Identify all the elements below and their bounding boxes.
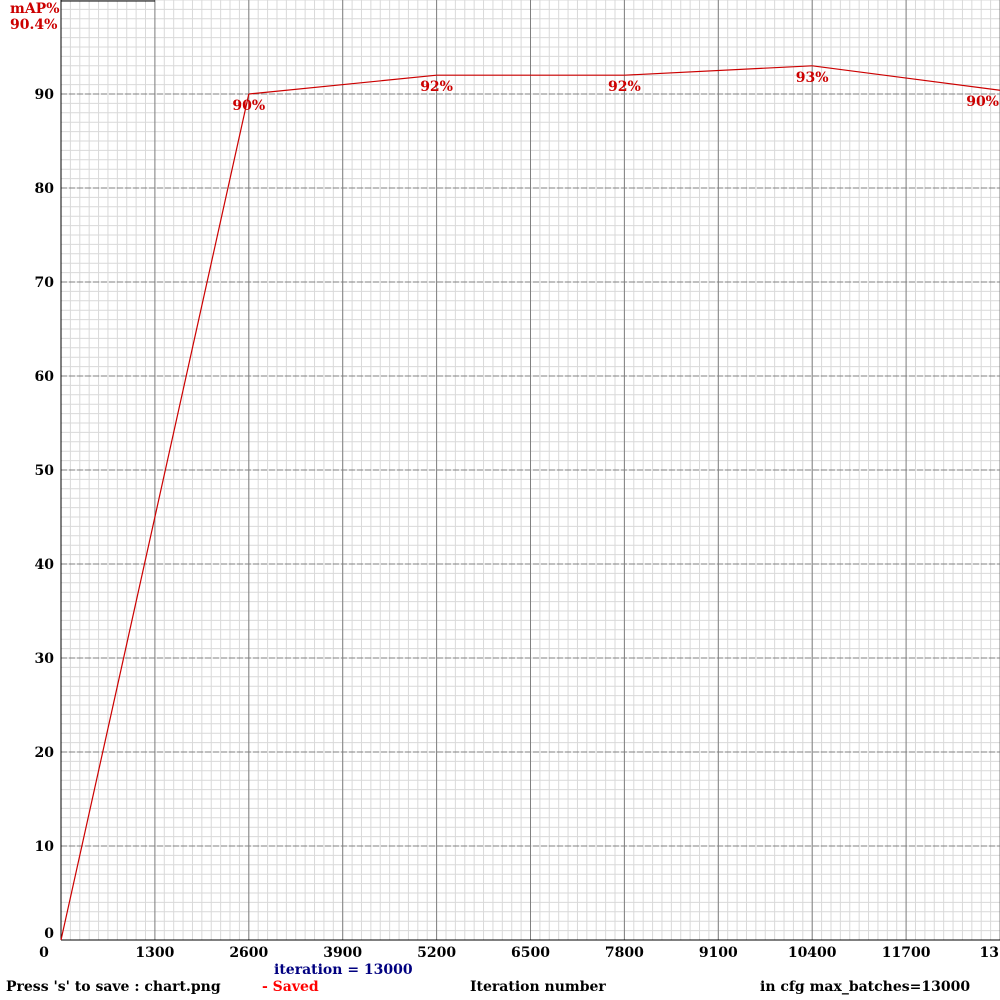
y-tick-label: 10 <box>35 839 55 855</box>
iteration-readout: iteration = 13000 <box>274 962 413 978</box>
x-tick-label: 3900 <box>323 945 362 961</box>
y-tick-labels: 0 10 20 30 40 50 60 70 80 90 <box>35 87 55 942</box>
axes <box>60 0 1000 941</box>
data-labels: 90% 92% 92% 93% 90% <box>232 70 999 114</box>
series-segment <box>248 74 437 95</box>
save-hint: Press 's' to save : chart.png <box>6 979 221 995</box>
y-tick-label: 50 <box>35 463 55 479</box>
y-tick-label: 80 <box>35 181 55 197</box>
data-label: 93% <box>796 70 829 86</box>
data-label: 90% <box>232 98 265 114</box>
x-tick-label: 13 <box>980 945 999 961</box>
series-lines <box>60 65 1000 941</box>
y-tick-label: 60 <box>35 369 55 385</box>
data-label: 92% <box>608 79 641 95</box>
y-tick-label: 90 <box>35 87 55 103</box>
series-segment <box>60 93 250 941</box>
y-tick-label: 40 <box>35 557 55 573</box>
y-tick-label: 0 <box>44 926 54 942</box>
x-tick-label: 11700 <box>882 945 931 961</box>
y-tick-label: 70 <box>35 275 55 291</box>
data-label: 92% <box>420 79 453 95</box>
y-tick-label: 20 <box>35 745 55 761</box>
series-segment <box>624 65 813 76</box>
x-tick-label: 1300 <box>135 945 174 961</box>
x-tick-label: 6500 <box>511 945 550 961</box>
x-tick-label: 7800 <box>605 945 644 961</box>
x-axis-label: Iteration number <box>470 979 606 995</box>
saved-status: - Saved <box>262 979 319 995</box>
y-axis-label: mAP% <box>10 1 60 17</box>
x-tick-label: 9100 <box>699 945 738 961</box>
data-label: 90% <box>966 94 999 110</box>
x-tick-label: 2600 <box>229 945 268 961</box>
y-tick-label: 30 <box>35 651 55 667</box>
x-tick-labels: 0 1300 2600 3900 5200 6500 7800 9100 10400 11700 1… <box>39 945 999 961</box>
x-tick-label: 5200 <box>417 945 456 961</box>
series-segment <box>812 65 1000 91</box>
current-value-label: 90.4% <box>10 17 57 33</box>
major-grid <box>61 0 1000 940</box>
x-tick-label: 0 <box>39 945 49 961</box>
x-tick-label: 10400 <box>788 945 837 961</box>
max-batches-text: in cfg max_batches=13000 <box>760 979 970 995</box>
